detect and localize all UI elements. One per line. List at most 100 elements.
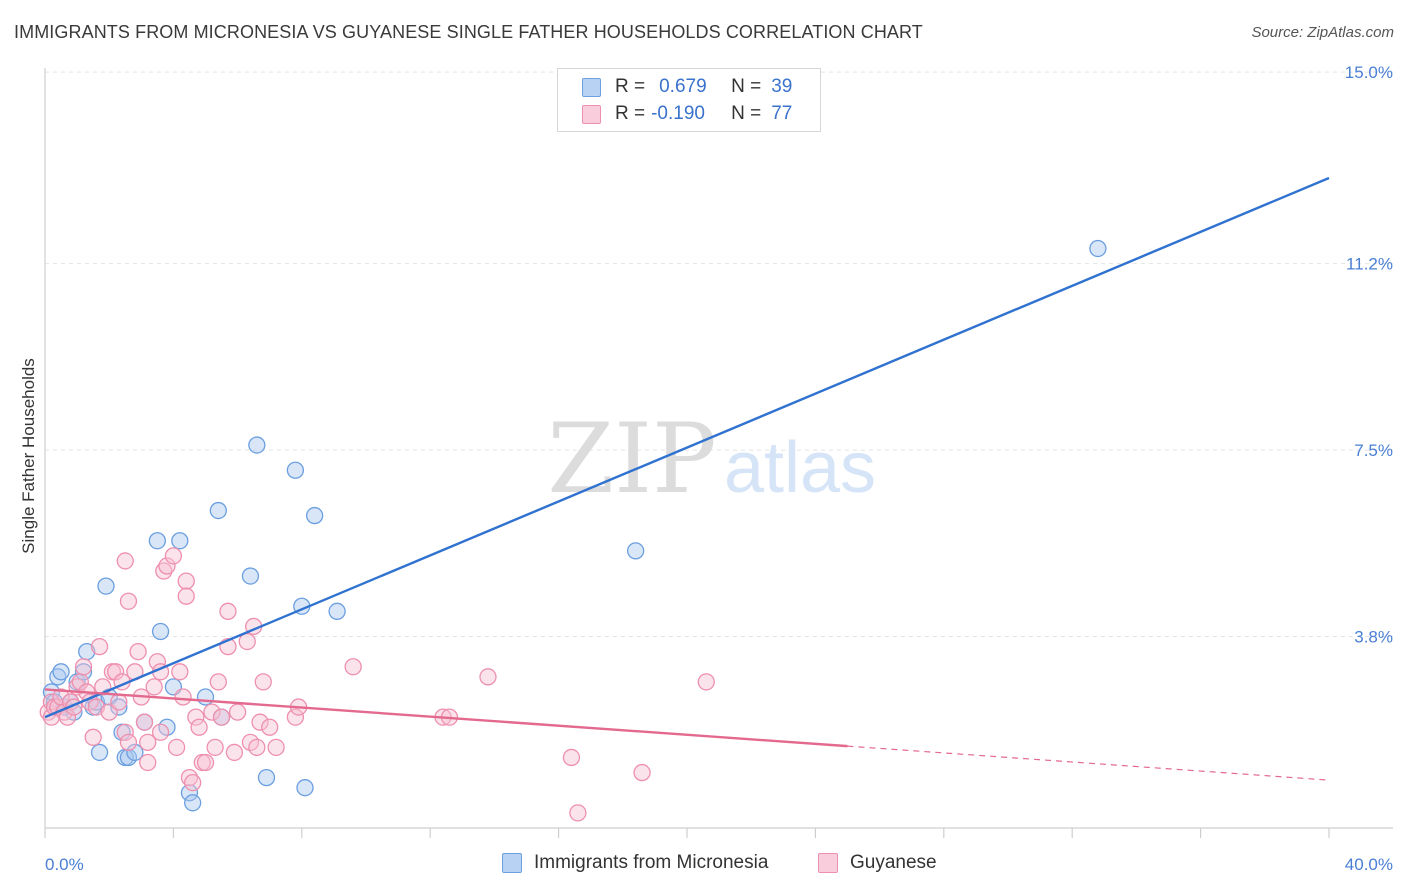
point-guyanese [84,728,102,746]
data-points [39,239,1107,822]
legend-row-micronesia: R = 0.679 N = 39 [582,75,792,99]
point-guyanese [174,688,192,706]
point-micronesia [110,698,128,716]
point-guyanese [261,718,279,736]
point-guyanese [180,768,199,787]
legend-swatch-guyanese [582,104,601,124]
point-guyanese [286,708,305,726]
stats-legend: R = 0.679 N = 39 R = -0.190 N = 77 [557,68,821,132]
point-guyanese [119,592,138,610]
bottom-legend-label: Guyanese [850,852,937,873]
watermark: ZIP atlas [547,403,876,515]
bottom-swatch-guyanese [818,853,838,873]
point-micronesia [196,688,215,706]
axes [44,68,1393,829]
trend-line-guyanese [44,688,848,748]
legend-r-value: 0.679 [659,76,707,97]
point-micronesia [184,794,202,812]
watermark-atlas: atlas [724,428,876,508]
legend-row-guyanese: R = -0.190 N = 77 [582,102,792,126]
trend-lines [44,176,1330,781]
point-guyanese [212,708,231,726]
y-tick-labels: 3.8% 7.5% 11.2% 15.0% [1345,63,1393,646]
legend-n-label: N = [731,103,762,124]
point-guyanese [209,673,227,691]
trend-line-micronesia [44,176,1330,719]
point-guyanese [151,723,170,741]
point-guyanese [569,804,587,822]
point-micronesia [296,779,314,797]
point-guyanese [248,738,266,757]
point-guyanese [267,738,285,757]
legend-n-value: 77 [771,103,793,124]
chart-title: IMMIGRANTS FROM MICRONESIA VS GUYANESE S… [14,22,923,42]
legend-r-label: R = [615,76,646,97]
point-guyanese [87,698,106,716]
point-guyanese [238,632,256,651]
point-guyanese [145,678,163,696]
point-micronesia [626,542,645,560]
point-guyanese [164,547,183,565]
point-guyanese [129,642,147,661]
point-guyanese [228,703,247,721]
point-micronesia [171,532,189,550]
point-guyanese [479,668,497,686]
legend-swatch-micronesia [582,77,601,97]
x-tick-label-max: 40.0% [1345,855,1393,874]
point-guyanese [158,557,176,575]
bottom-legend-guyanese: Guyanese [818,852,937,874]
point-guyanese [251,713,269,731]
point-guyanese [203,703,221,721]
point-guyanese [184,773,202,792]
point-guyanese [110,693,128,711]
point-guyanese [697,673,715,691]
bottom-swatch-micronesia [502,853,522,873]
point-guyanese [562,748,581,767]
point-micronesia [151,622,170,641]
point-micronesia [305,506,324,525]
point-guyanese [344,658,362,676]
point-guyanese [74,658,93,676]
point-guyanese [155,562,173,580]
point-micronesia [248,436,266,454]
point-guyanese [633,763,651,782]
legend-r-value: -0.190 [651,103,705,124]
point-guyanese [171,663,189,681]
point-micronesia [126,743,144,762]
y-tick-label: 3.8% [1354,628,1393,647]
point-micronesia [286,461,305,479]
point-guyanese [139,753,157,772]
y-tick-label: 11.2% [1346,255,1393,274]
x-tick-label-min: 0.0% [45,855,84,874]
point-guyanese [254,673,272,691]
bottom-legend-micronesia: Immigrants from Micronesia [502,852,768,874]
legend-n-label: N = [731,76,762,97]
point-guyanese [187,708,205,726]
point-guyanese [206,738,224,757]
point-guyanese [116,723,134,741]
watermark-zip: ZIP [547,403,716,515]
source-label: Source: ZipAtlas.com [1251,24,1394,41]
point-micronesia [241,567,260,585]
point-guyanese [119,733,138,751]
point-micronesia [180,784,199,802]
point-micronesia [74,663,93,681]
point-guyanese [106,663,125,681]
point-guyanese [219,602,237,620]
point-micronesia [148,532,167,550]
x-ticks [44,828,1330,838]
point-guyanese [177,587,195,605]
point-micronesia [90,743,109,762]
point-guyanese [116,552,134,570]
point-guyanese [177,572,195,590]
point-guyanese [135,713,154,731]
point-guyanese [139,733,157,751]
point-guyanese [90,637,109,656]
point-micronesia [1089,239,1107,258]
point-guyanese [196,753,215,772]
point-guyanese [225,743,244,762]
point-guyanese [167,738,186,757]
point-micronesia [97,577,115,595]
bottom-legend-label: Immigrants from Micronesia [534,852,769,873]
